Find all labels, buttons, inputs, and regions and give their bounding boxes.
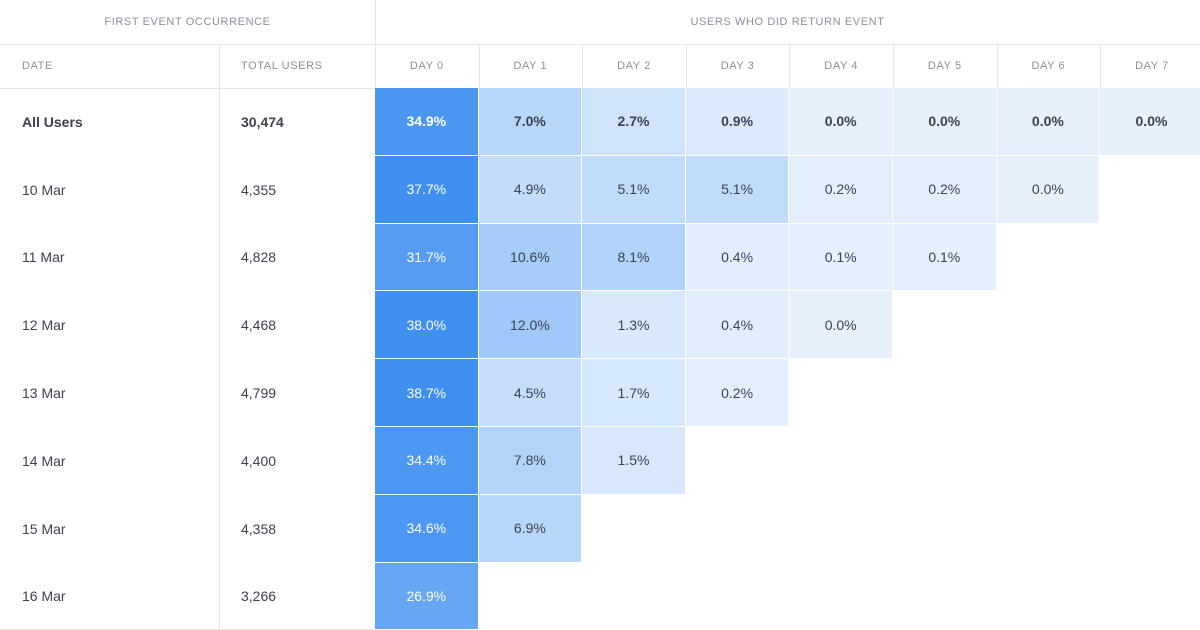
day-column-header: DAY 5	[927, 60, 962, 72]
row-total-users: 4,400	[241, 452, 277, 469]
day-column-header: DAY 7	[1135, 60, 1169, 72]
retention-cell: 0.1%	[893, 223, 997, 292]
first-event-header: FIRST EVENT OCCURRENCE	[104, 16, 271, 28]
retention-cell: 26.9%	[375, 562, 479, 630]
retention-cell: 0.0%	[893, 88, 997, 156]
retention-cell: 0.0%	[1100, 88, 1200, 156]
retention-cell: 10.6%	[478, 223, 583, 292]
row-date-label: 13 Mar	[22, 385, 66, 402]
row-total-users: 4,828	[241, 249, 277, 266]
row-total-users: 4,355	[241, 181, 277, 198]
retention-cell: 8.1%	[582, 223, 686, 292]
day-header-divider	[789, 44, 791, 88]
row-total-users: 4,799	[241, 385, 277, 402]
day-header-divider	[685, 44, 687, 88]
retention-cell: 12.0%	[478, 291, 583, 360]
retention-cell: 0.4%	[685, 291, 790, 360]
day-header-divider	[1100, 44, 1102, 88]
retention-cell: 6.9%	[478, 494, 583, 563]
total-users-column-header: TOTAL USERS	[241, 60, 323, 72]
day-header-divider	[893, 44, 894, 88]
retention-cell: 34.4%	[375, 427, 479, 495]
day-column-header: DAY 1	[513, 60, 548, 72]
day-header-divider	[582, 44, 584, 88]
row-date-label: All Users	[22, 113, 83, 130]
retention-cell: 0.2%	[685, 359, 790, 427]
day-header-divider	[996, 44, 998, 88]
retention-cell: 0.4%	[685, 223, 790, 292]
row-date-label: 14 Mar	[22, 452, 66, 469]
retention-cell: 0.0%	[789, 291, 893, 360]
day-column-header: DAY 4	[824, 60, 859, 72]
row-date-label: 15 Mar	[22, 520, 66, 537]
retention-cell: 0.2%	[893, 155, 997, 224]
return-event-header: USERS WHO DID RETURN EVENT	[690, 16, 885, 28]
retention-cell: 5.1%	[582, 155, 686, 224]
retention-cell: 1.3%	[582, 291, 686, 360]
retention-cell: 0.0%	[996, 88, 1101, 156]
row-date-label: 16 Mar	[22, 588, 66, 605]
retention-cell: 0.9%	[685, 88, 790, 156]
retention-cell: 0.0%	[996, 155, 1101, 224]
row-total-users: 30,474	[241, 113, 284, 130]
retention-cell: 1.7%	[582, 359, 686, 427]
row-total-users: 4,468	[241, 317, 277, 334]
retention-cell: 31.7%	[375, 223, 479, 292]
day-column-header: DAY 0	[409, 60, 444, 72]
retention-cell: 4.5%	[478, 359, 583, 427]
date-column-header: DATE	[22, 60, 53, 72]
row-date-label: 12 Mar	[22, 317, 66, 334]
retention-cell: 37.7%	[375, 155, 479, 224]
retention-cell: 34.9%	[375, 88, 479, 156]
day-column-header: DAY 2	[617, 60, 651, 72]
retention-cell: 5.1%	[685, 155, 790, 224]
retention-cell: 4.9%	[478, 155, 583, 224]
row-total-users: 3,266	[241, 588, 277, 605]
retention-cell: 38.7%	[375, 359, 479, 427]
retention-cell: 7.0%	[478, 88, 583, 156]
day-column-header: DAY 6	[1031, 60, 1066, 72]
day-column-header: DAY 3	[720, 60, 755, 72]
row-date-label: 10 Mar	[22, 181, 66, 198]
retention-cell: 0.1%	[789, 223, 893, 292]
retention-cell: 1.5%	[582, 427, 686, 495]
retention-cell: 7.8%	[478, 427, 583, 495]
row-total-users: 4,358	[241, 520, 277, 537]
day-header-divider	[478, 44, 480, 88]
retention-cell: 0.2%	[789, 155, 893, 224]
row-date-label: 11 Mar	[22, 249, 65, 266]
retention-cell: 2.7%	[582, 88, 686, 156]
date-total-divider	[219, 44, 220, 630]
retention-cell: 34.6%	[375, 494, 479, 563]
header-divider	[0, 44, 1200, 45]
retention-cell: 0.0%	[789, 88, 893, 156]
retention-cell: 38.0%	[375, 291, 479, 360]
